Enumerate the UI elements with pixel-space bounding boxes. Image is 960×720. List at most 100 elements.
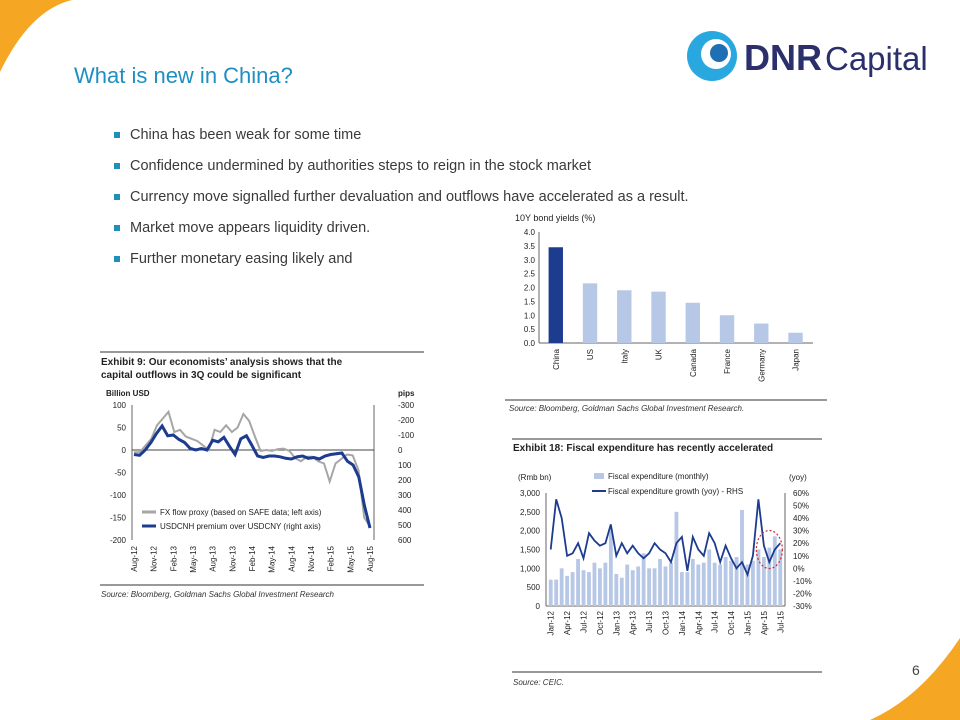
x-tick-label: Jan-12 [547,610,556,635]
x-tick-label: Nov-12 [150,545,159,571]
right-tick-label: 0% [793,564,805,573]
bar [674,511,679,606]
x-tick-label: Jan-15 [743,610,752,635]
right-axis-label: pips [398,389,415,398]
left-tick-label: 500 [527,583,541,592]
logo-word-bold: DNR [744,37,822,78]
left-tick-label: -100 [110,491,127,500]
x-tick-label: May-13 [189,545,198,572]
right-tick-label: 50% [793,502,809,511]
x-tick-label: Aug-13 [209,545,218,571]
x-tick-label: Oct-13 [662,610,671,635]
chart-source: Source: CEIC. [513,678,564,687]
y-tick-label: 3.0 [524,256,536,265]
x-tick-label: Apr-12 [563,610,572,635]
left-tick-label: 3,000 [520,489,541,498]
right-tick-label: -20% [793,589,812,598]
bar [608,528,613,606]
bar [690,558,695,606]
x-tick-label: Jul-13 [645,610,654,632]
x-tick-label: Canada [689,348,698,377]
right-tick-label: 0 [398,446,403,455]
series-line [133,423,372,529]
right-axis-label: (yoy) [789,473,807,482]
bar [565,575,570,606]
right-tick-label: 30% [793,527,809,536]
bar [619,577,624,606]
fiscal-expenditure-chart: Exhibit 18: Fiscal expenditure has recen… [512,438,822,687]
left-tick-label: -150 [110,514,127,523]
bar [685,302,700,343]
bar [767,547,772,606]
right-tick-label: 40% [793,514,809,523]
x-tick-label: Italy [620,349,629,364]
bar [712,562,717,606]
bar [761,557,766,606]
bar [707,549,712,606]
bar [658,558,662,606]
legend-label: Fiscal expenditure (monthly) [608,472,709,481]
legend-label: Fiscal expenditure growth (yoy) - RHS [608,487,743,496]
right-tick-label: -10% [793,577,812,586]
right-tick-label: 600 [398,536,412,545]
x-tick-label: Nov-13 [228,545,237,571]
page-number: 6 [912,662,920,678]
x-tick-label: Jul-15 [776,610,785,632]
left-tick-label: 0 [536,602,541,611]
bar [592,562,597,606]
x-tick-label: Jul-14 [711,610,720,632]
right-tick-label: -200 [398,416,415,425]
bar [772,536,777,606]
left-axis-label: Billion USD [106,389,150,398]
slide-title: What is new in China? [74,63,293,88]
bullet-item: Confidence undermined by authorities ste… [114,157,689,188]
bullet-item: Currency move signalled further devaluat… [114,188,689,219]
bar [652,568,657,606]
bar [554,579,559,606]
x-tick-label: Oct-12 [596,610,605,635]
right-tick-label: -30% [793,602,812,611]
right-tick-label: 20% [793,539,809,548]
bar [603,562,608,606]
bar [719,315,735,343]
x-tick-label: Germany [757,349,766,382]
right-tick-label: -300 [398,401,415,410]
bullet-list: China has been weak for some time Confid… [114,126,689,281]
x-tick-label: Oct-14 [727,610,736,635]
capital-outflows-chart: Exhibit 9: Our economists’ analysis show… [100,351,424,599]
y-tick-label: 0.5 [524,325,536,334]
y-tick-label: 1.0 [524,311,536,320]
chart-source: Source: Bloomberg, Goldman Sachs Global … [101,590,335,599]
bar [751,560,755,606]
bullet-item: Further monetary easing likely and [114,250,689,281]
bar [587,572,591,606]
right-tick-label: 300 [398,491,412,500]
x-tick-label: Jan-13 [612,610,621,635]
x-tick-label: China [552,348,561,369]
bar [754,323,769,343]
bar [723,557,728,606]
right-tick-label: 100 [398,461,412,470]
highlight-marker [755,529,783,570]
bar [647,568,652,606]
bar [582,283,598,343]
x-tick-label: US [586,349,595,360]
x-tick-label: Feb-15 [327,545,336,571]
bar [636,566,641,606]
legend-label: FX flow proxy (based on SAFE data; left … [160,508,322,517]
x-tick-label: Apr-14 [694,610,703,635]
right-tick-label: 500 [398,521,412,530]
x-tick-label: Jul-12 [580,610,589,632]
bar [614,573,619,606]
x-tick-label: Aug-14 [287,545,296,571]
left-axis-label: (Rmb bn) [518,473,552,482]
bar [756,549,761,606]
series-line [549,499,781,578]
bar [729,560,733,606]
left-tick-label: 1,000 [520,564,541,573]
x-tick-label: UK [655,348,664,360]
bar [548,247,563,343]
x-tick-label: Aug-12 [130,545,139,571]
y-tick-label: 3.5 [524,242,536,251]
chart-title: Exhibit 18: Fiscal expenditure has recen… [513,443,773,454]
